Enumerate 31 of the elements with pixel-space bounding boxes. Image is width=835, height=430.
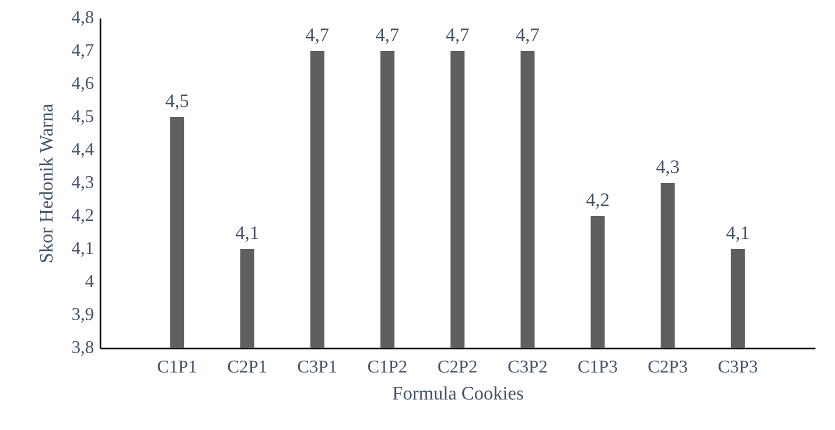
y-tick-label: 3,8 [72,337,94,357]
x-tick-label: C2P3 [648,356,688,376]
y-tick-label: 4,2 [72,205,94,225]
data-label: 4,7 [376,25,400,46]
y-tick-label: 3,9 [72,304,94,324]
x-tick-label: C1P3 [578,356,618,376]
x-tick-label: C1P2 [367,356,408,376]
data-label: 4,7 [305,25,330,46]
y-axis-title: Skor Hedonik Warna [36,103,58,264]
y-tick-label: 4,7 [72,40,94,60]
y-tick-label: 4,1 [72,238,94,258]
x-tick-label: C3P3 [718,356,758,376]
x-tick-label: C2P2 [437,356,478,376]
x-tick-label: C3P2 [508,356,548,376]
y-tick-label: 4,5 [72,106,94,126]
x-axis-title: Formula Cookies [392,384,524,404]
x-tick-label: C1P1 [157,356,198,376]
data-label: 4,3 [656,157,680,178]
x-tick-label: C2P1 [227,356,268,376]
data-label: 4,7 [516,25,540,46]
y-tick-label: 4,8 [72,7,94,27]
y-tick-label: 4,4 [72,139,94,159]
data-label: 4,1 [235,223,260,244]
data-label: 4,7 [446,25,470,46]
y-tick-label: 4,6 [72,73,94,93]
y-tick-label: 4,3 [72,172,94,192]
x-tick-label: C3P1 [297,356,338,376]
data-label: 4,2 [586,190,610,211]
data-label: 4,5 [165,91,189,112]
y-tick-label: 4 [85,271,94,291]
data-label: 4,1 [726,223,750,244]
